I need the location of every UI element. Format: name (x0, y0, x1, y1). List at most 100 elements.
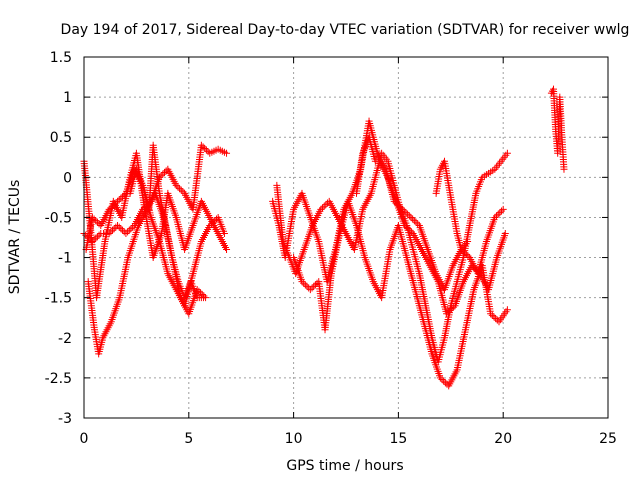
data-point (492, 315, 500, 323)
data-point (300, 279, 308, 287)
data-point (440, 377, 448, 385)
data-point (90, 215, 98, 223)
data-point (320, 202, 328, 210)
data-point (107, 228, 115, 236)
data-point (490, 313, 498, 321)
data-points (80, 85, 568, 390)
data-point (488, 311, 496, 319)
data-point (206, 221, 214, 229)
data-point (438, 375, 446, 383)
data-point (109, 202, 117, 210)
data-point (122, 229, 130, 237)
y-tick-label: -2.5 (45, 371, 72, 387)
data-point (496, 209, 504, 217)
data-point (117, 225, 125, 233)
data-point (110, 201, 118, 209)
data-point (202, 146, 210, 154)
y-tick-label: 1.5 (50, 50, 72, 66)
data-point (92, 234, 100, 242)
data-point (160, 169, 168, 177)
x-tick-label: 5 (184, 431, 193, 447)
data-point (494, 210, 502, 218)
data-point (115, 223, 123, 231)
data-point (82, 231, 90, 239)
data-point (410, 217, 418, 225)
data-point (469, 263, 477, 271)
x-tick-label: 10 (285, 431, 303, 447)
data-point (414, 220, 422, 228)
data-point (405, 212, 413, 220)
data-point (85, 234, 93, 242)
data-point (109, 226, 117, 234)
data-point (501, 229, 509, 237)
y-tick-label: -0.5 (45, 210, 72, 226)
data-point (487, 310, 495, 318)
data-point (157, 172, 165, 180)
data-point (119, 226, 127, 234)
data-point (407, 213, 415, 221)
data-point (464, 252, 472, 260)
data-point (107, 204, 115, 212)
data-point (125, 226, 133, 234)
data-point (301, 281, 309, 289)
data-point (560, 165, 568, 173)
data-point (83, 233, 91, 241)
data-point (317, 205, 325, 213)
data-point (172, 181, 180, 189)
data-point (114, 197, 122, 205)
data-point (199, 143, 207, 151)
y-tick-label: -3 (58, 411, 72, 427)
data-point (119, 193, 127, 201)
data-point (110, 225, 118, 233)
data-point (207, 220, 215, 228)
data-point (436, 374, 444, 382)
data-point (159, 170, 167, 178)
data-point (201, 144, 209, 152)
data-point (409, 215, 417, 223)
data-point (105, 229, 113, 237)
data-point (179, 188, 187, 196)
data-point (114, 221, 122, 229)
data-point (209, 218, 217, 226)
data-point (441, 379, 449, 387)
y-tick-label: 1 (63, 90, 72, 106)
data-point (199, 294, 207, 302)
data-point (198, 290, 206, 298)
data-point (95, 231, 103, 239)
data-point (498, 207, 506, 215)
x-tick-label: 0 (80, 431, 89, 447)
data-point (298, 278, 306, 286)
x-tick-label: 20 (494, 431, 512, 447)
tick-labels: 0 5 10 15 20 25 1.5 1 0.5 0 -0.5 -1 -1.5 -2 -2.5 -3 (45, 50, 617, 447)
data-point (303, 282, 311, 290)
y-axis-label: SDTVAR / TECUs (7, 180, 23, 295)
x-tick-label: 15 (389, 431, 407, 447)
grid (84, 57, 608, 418)
data-point (471, 265, 479, 273)
x-tick-label: 25 (599, 431, 617, 447)
data-point (464, 238, 472, 246)
data-point (412, 218, 420, 226)
data-point (491, 213, 499, 221)
y-tick-label: 0.5 (50, 130, 72, 146)
data-point (308, 284, 316, 292)
data-point (468, 262, 476, 270)
data-point (93, 218, 101, 226)
data-point (129, 223, 137, 231)
data-point (211, 217, 219, 225)
data-point (112, 199, 120, 207)
data-point (223, 149, 231, 157)
data-point (322, 201, 330, 209)
data-point (88, 238, 96, 246)
data-point (220, 229, 228, 237)
y-tick-label: 0 (63, 170, 72, 186)
data-point (223, 246, 231, 254)
data-point (174, 183, 182, 191)
data-point (127, 225, 135, 233)
y-tick-label: -2 (58, 331, 72, 347)
y-tick-label: -1 (58, 251, 72, 267)
data-point (204, 148, 212, 156)
